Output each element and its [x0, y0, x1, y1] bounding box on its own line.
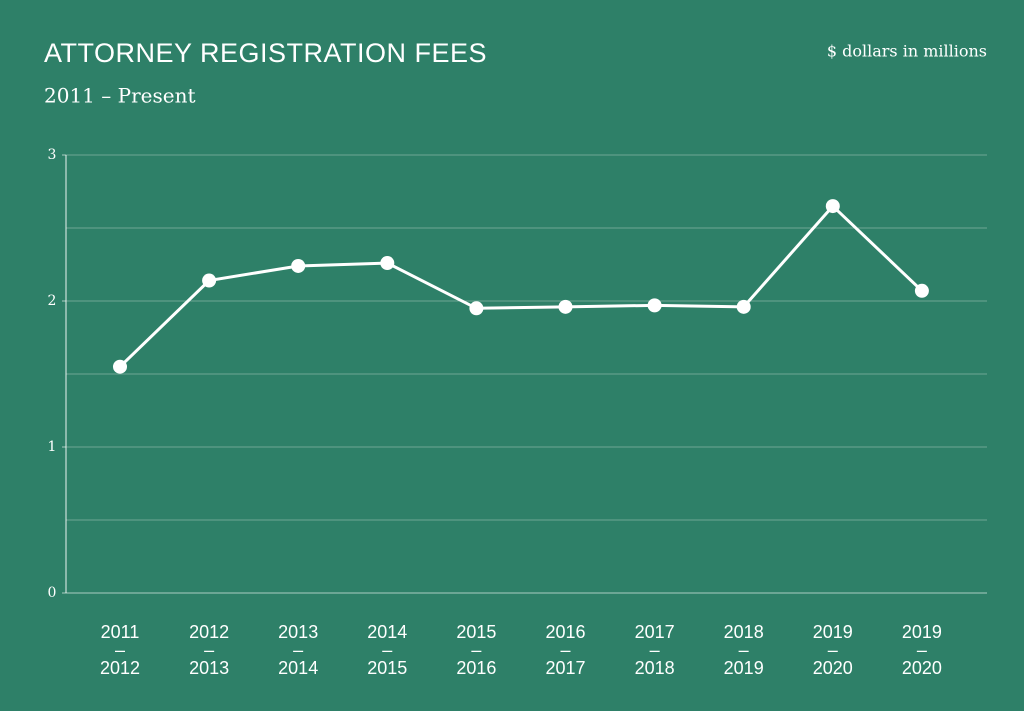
point [914, 283, 929, 298]
x-tick-label: 2017 – 2018 [634, 622, 675, 678]
x-tick-label: 2019 – 2020 [812, 622, 853, 678]
x-tick-label: 2012 – 2013 [189, 622, 230, 678]
point [291, 258, 306, 273]
point [558, 299, 573, 314]
x-tick-label: 2015 – 2016 [456, 622, 497, 678]
point [736, 299, 751, 314]
x-tick-label: 2014 – 2015 [367, 622, 408, 678]
point [469, 301, 484, 316]
y-tick-label: 3 [48, 147, 57, 163]
point [380, 256, 395, 271]
y-tick-label: 0 [48, 585, 57, 601]
point [113, 359, 127, 374]
unit-note: $ dollars in millions [827, 42, 987, 61]
chart-title: ATTORNEY REGISTRATION FEES [44, 38, 487, 68]
point [647, 298, 662, 313]
x-tick-label: 2018 – 2019 [723, 622, 764, 678]
point [825, 199, 840, 214]
x-tick-label: 2016 – 2017 [545, 622, 586, 678]
y-tick-label: 2 [48, 293, 57, 309]
point [202, 273, 217, 288]
x-tick-label: 2019 – 2020 [901, 622, 942, 678]
x-tick-label: 2013 – 2014 [278, 622, 319, 678]
x-tick-label: 2011 – 2012 [99, 622, 141, 678]
chart-subtitle: 2011 – Present [44, 84, 195, 108]
y-tick-label: 1 [48, 439, 57, 455]
line [118, 203, 923, 368]
